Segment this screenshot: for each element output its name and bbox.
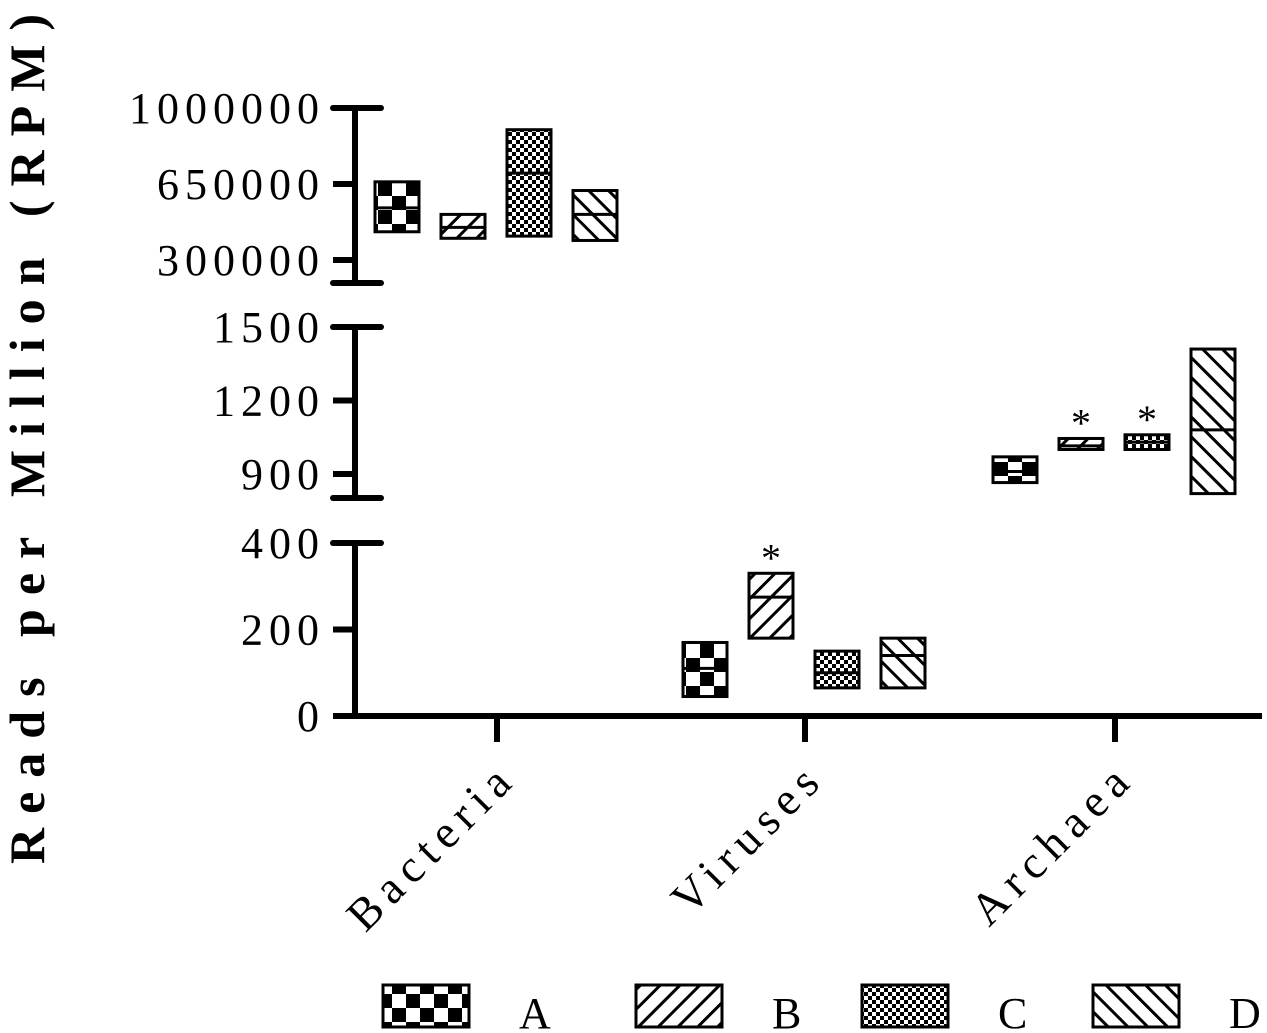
legend-item-C: C bbox=[860, 983, 1027, 1033]
x-category-label: Viruses bbox=[661, 751, 834, 924]
x-category-label: Bacteria bbox=[336, 751, 526, 941]
box-body bbox=[879, 636, 927, 690]
x-category-labels: Bacteria Viruses Archaea bbox=[336, 716, 1144, 941]
legend-label: B bbox=[772, 989, 801, 1033]
box-body bbox=[813, 649, 861, 690]
legend-label: D bbox=[1229, 989, 1261, 1033]
legend-item-B: B bbox=[634, 983, 801, 1033]
y-tick-label: 1200 bbox=[213, 377, 325, 426]
y-tick-label: 1500 bbox=[213, 303, 325, 352]
box-body bbox=[747, 571, 795, 640]
y-tick-label: 900 bbox=[241, 450, 325, 499]
legend-label: C bbox=[998, 989, 1027, 1033]
y-tick-label: 1000000 bbox=[129, 84, 325, 133]
legend-swatch bbox=[860, 983, 950, 1029]
legend-swatch bbox=[634, 983, 724, 1029]
box-D-archaea bbox=[1189, 347, 1237, 496]
significance-asterisk: * bbox=[1137, 397, 1157, 442]
y-tick-label: 0 bbox=[297, 692, 325, 741]
box-body bbox=[1189, 347, 1237, 496]
box-body bbox=[1057, 436, 1105, 452]
boxes: * * * bbox=[373, 128, 1237, 699]
x-category-label: Archaea bbox=[960, 751, 1144, 935]
box-C-archaea bbox=[1123, 433, 1171, 451]
legend-swatch bbox=[381, 983, 471, 1029]
box-B-archaea bbox=[1057, 436, 1105, 452]
y-axis-title: Reads per Million (RPM) bbox=[0, 0, 55, 864]
y-ticks: 0 200 400 900 1200 1500 300000 650000 1000000 bbox=[129, 84, 355, 741]
legend-swatch bbox=[1091, 983, 1181, 1029]
box-body bbox=[505, 128, 553, 238]
y-tick-label: 300000 bbox=[157, 236, 325, 285]
box-B-bacteria bbox=[439, 212, 487, 240]
legend-item-A: A bbox=[381, 983, 551, 1033]
box-B-viruses bbox=[747, 571, 795, 640]
box-A-archaea bbox=[991, 455, 1039, 485]
y-tick-label: 650000 bbox=[157, 160, 325, 209]
significance-asterisk: * bbox=[761, 535, 781, 580]
significance-asterisk: * bbox=[1071, 400, 1091, 445]
box-D-viruses bbox=[879, 636, 927, 690]
box-C-viruses bbox=[813, 649, 861, 690]
legend-label: A bbox=[519, 989, 551, 1033]
box-A-bacteria bbox=[373, 180, 421, 234]
y-tick-label: 200 bbox=[241, 606, 325, 655]
box-C-bacteria bbox=[505, 128, 553, 238]
box-A-viruses bbox=[681, 640, 729, 699]
axes bbox=[330, 105, 1262, 719]
box-body bbox=[991, 455, 1039, 485]
y-tick-label: 400 bbox=[241, 519, 325, 568]
legend: A B C D bbox=[381, 983, 1261, 1033]
legend-item-D: D bbox=[1091, 983, 1261, 1033]
box-D-bacteria bbox=[571, 189, 619, 242]
